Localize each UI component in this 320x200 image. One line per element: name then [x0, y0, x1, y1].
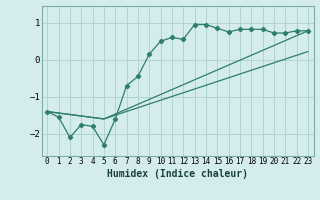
X-axis label: Humidex (Indice chaleur): Humidex (Indice chaleur) — [107, 169, 248, 179]
